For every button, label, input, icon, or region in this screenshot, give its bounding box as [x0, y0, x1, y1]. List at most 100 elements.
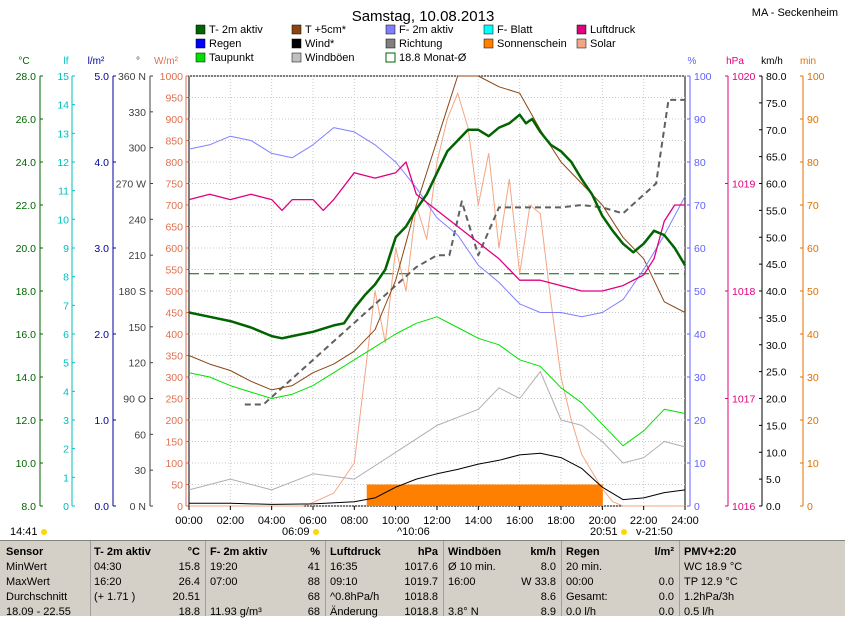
temp-tick-label: 14.0 [16, 372, 37, 384]
direction-tick-label: 210 [128, 250, 146, 262]
solar-tick-label: 200 [165, 415, 183, 427]
cell-label: 16:00 [448, 576, 476, 588]
legend-label: Richtung [399, 38, 442, 50]
day-length-label: 14:41 [10, 526, 38, 538]
rain-tick-label: 3.0 [94, 243, 109, 255]
table-cell: 1.2hPa/3h [0, 590, 845, 605]
humidity-tick-label: 0 [694, 501, 700, 513]
legend-swatch [385, 24, 396, 35]
direction-tick-label: 0 N [130, 501, 146, 513]
legend-swatch [291, 38, 302, 49]
table-cell: Ø 10 min. 8.0 [0, 560, 845, 575]
x-axis: 00:00 02:00 04:00 06:00 08:00 10:00 12:00 14:00… [175, 506, 699, 527]
wind-tick-label: 45.0 [766, 259, 787, 271]
sunshine-bar [550, 484, 562, 506]
sun-icon [41, 529, 47, 535]
sunset-icon [621, 529, 627, 535]
rain-axis-unit: l/m² [88, 56, 105, 67]
legend-swatch [291, 52, 302, 63]
table-column-separator [90, 541, 91, 616]
x-tick-label: 22:00 [630, 515, 658, 527]
temp-tick-label: 28.0 [16, 71, 37, 83]
cell-value: 1018.8 [404, 591, 438, 603]
temp-tick-label: 16.0 [16, 329, 37, 341]
chart-marks [188, 75, 687, 507]
table-cell: 68 [0, 590, 845, 605]
pressure-axis-unit: hPa [726, 56, 744, 67]
direction-tick-label: 120 [128, 358, 146, 370]
solar-tick-label: 500 [165, 286, 183, 298]
sunshine-bar [457, 484, 469, 506]
humidity-tick-label: 90 [694, 114, 706, 126]
x-tick-label: 16:00 [506, 515, 534, 527]
sunshine-bar [509, 484, 521, 506]
leaf-tick-label: 5 [63, 358, 69, 370]
series-windb-en [188, 371, 686, 491]
minutes-tick-label: 0 [807, 501, 813, 513]
cell-label: Ø 10 min. [448, 561, 496, 573]
solar-tick-label: 150 [165, 437, 183, 449]
cell-value: 1019.7 [404, 576, 438, 588]
direction-tick-label: 330 [128, 107, 146, 119]
x-tick-label: 00:00 [175, 515, 203, 527]
x-tick-label: 08:00 [341, 515, 369, 527]
humidity-tick-label: 20 [694, 415, 706, 427]
wind-tick-label: 5.0 [766, 474, 781, 486]
leaf-tick-label: 6 [63, 329, 69, 341]
rain-tick-label: 1.0 [94, 415, 109, 427]
table-column-separator [205, 541, 206, 616]
wind-tick-label: 25.0 [766, 367, 787, 379]
legend-label: Wind* [305, 38, 335, 50]
cell-value: 0.0 [658, 591, 674, 603]
table-column-separator [561, 541, 562, 616]
solar-tick-label: 400 [165, 329, 183, 341]
legend-label: Regen [209, 38, 241, 50]
legend-label: Sonnenschein [497, 38, 567, 50]
wind-tick-label: 80.0 [766, 71, 787, 83]
solar-tick-label: 250 [165, 394, 183, 406]
table-cell: 16:00 W 33.8 [0, 575, 845, 590]
minutes-tick-label: 100 [807, 71, 825, 83]
cell-label: 16:20 [94, 576, 122, 588]
temp-axis-unit: °C [18, 56, 29, 67]
table-cell: 16:35 1017.6 [0, 560, 845, 575]
sunshine-bar [592, 484, 603, 506]
solar-noon-label: ^10:06 [397, 526, 430, 538]
cell-label: 0.5 l/h [684, 606, 714, 618]
sunshine-bar [447, 484, 459, 506]
table-header-cell: T- 2m aktiv °C [0, 545, 845, 560]
moon-label: v-21:50 [636, 526, 673, 538]
humidity-tick-label: 50 [694, 286, 706, 298]
minutes-tick-label: 20 [807, 415, 819, 427]
cell-value: W 33.8 [521, 576, 556, 588]
sunshine-bar [437, 484, 448, 506]
table-cell: WC 18.9 °C [0, 560, 845, 575]
legend: T- 2m aktiv T +5cm* F- 2m aktiv F- Blatt Luf… [195, 24, 636, 64]
table-cell: Durchschnitt [0, 590, 845, 605]
leaf-tick-label: 4 [63, 386, 69, 398]
legend-label: F- 2m aktiv [399, 24, 454, 36]
minutes-tick-label: 70 [807, 200, 819, 212]
legend-swatch [195, 24, 206, 35]
wind-tick-label: 20.0 [766, 394, 787, 406]
rain-tick-label: 0.0 [94, 501, 109, 513]
minutes-tick-label: 90 [807, 114, 819, 126]
leaf-tick-label: 12 [57, 157, 69, 169]
series-f-2m-aktiv [188, 127, 686, 318]
solar-tick-label: 300 [165, 372, 183, 384]
sunshine-bar [468, 484, 479, 506]
minutes-tick-label: 60 [807, 243, 819, 255]
sunshine-bar [540, 484, 552, 506]
table-cell: 0.5 l/h [0, 605, 845, 620]
solar-tick-label: 50 [171, 480, 183, 492]
x-tick-label: 20:00 [589, 515, 617, 527]
legend-swatch [195, 38, 206, 49]
solar-tick-label: 350 [165, 351, 183, 363]
leaf-tick-label: 11 [58, 186, 69, 198]
leaf-tick-label: 9 [63, 243, 69, 255]
humidity-axis-unit: % [688, 56, 697, 67]
direction-tick-label: 90 O [123, 394, 146, 406]
humidity-tick-label: 70 [694, 200, 706, 212]
solar-tick-label: 650 [165, 222, 183, 234]
solar-tick-label: 850 [165, 136, 183, 148]
